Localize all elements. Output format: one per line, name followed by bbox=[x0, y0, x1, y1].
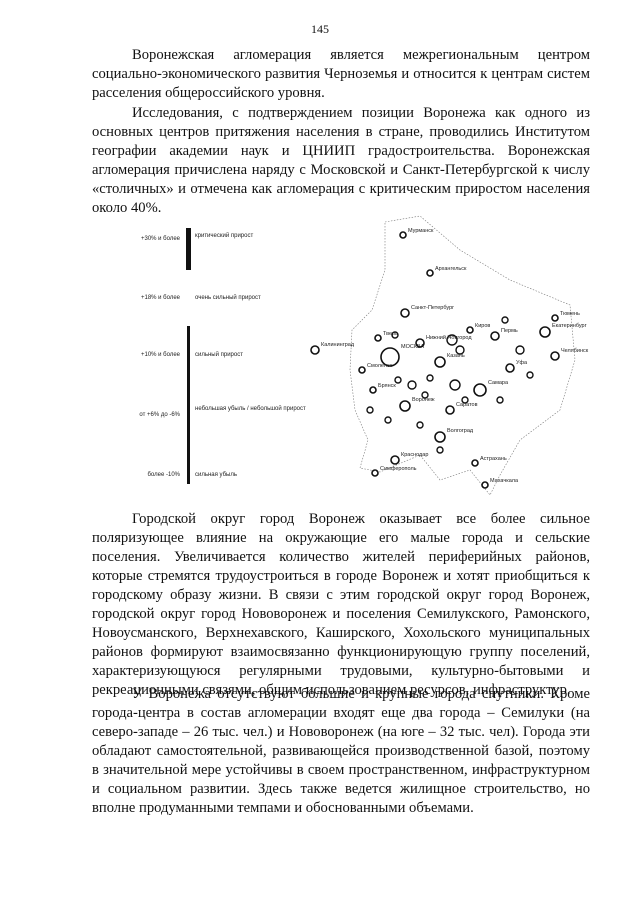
city-circle bbox=[371, 469, 379, 477]
city-label: Архангельск bbox=[435, 266, 467, 272]
city-circle bbox=[455, 345, 465, 355]
city-label: Махачкала bbox=[490, 478, 519, 484]
city-label: Симферополь bbox=[380, 466, 417, 472]
city-circle bbox=[434, 431, 446, 443]
city-circle bbox=[415, 338, 425, 348]
legend-range: +30% и более bbox=[141, 236, 181, 242]
city-label: Санкт-Петербург bbox=[411, 305, 454, 311]
paragraph: У Воронежа отсутствуют большие и крупные… bbox=[92, 686, 590, 816]
city-label: Челябинск bbox=[561, 348, 589, 354]
city-circle bbox=[526, 371, 534, 379]
city-circle bbox=[407, 380, 417, 390]
legend-label: сильная убыль bbox=[195, 472, 237, 478]
legend-label: небольшая убыль / небольшой прирост bbox=[195, 405, 306, 412]
legend-range: от +6% до -6% bbox=[139, 412, 180, 418]
city-circle bbox=[466, 326, 474, 334]
city-circle bbox=[399, 400, 411, 412]
city-circle bbox=[416, 421, 424, 429]
city-label: Саратов bbox=[456, 402, 478, 408]
map: Мурманск Архангельск Санкт-Петербург Калини… bbox=[310, 228, 589, 489]
paragraph: Воронежская агломерация является межреги… bbox=[92, 47, 590, 101]
city-label: Тюмень bbox=[560, 311, 580, 317]
city-label: Брянск bbox=[378, 383, 396, 389]
city-circle bbox=[496, 396, 504, 404]
city-circle bbox=[550, 351, 560, 361]
legend-range: более -10% bbox=[148, 472, 181, 478]
city-circle bbox=[473, 383, 487, 397]
city-circle bbox=[366, 406, 374, 414]
city-label: Казань bbox=[447, 353, 465, 359]
paragraph: Исследования, с подтверждением позиции В… bbox=[92, 105, 590, 216]
city-circle bbox=[421, 391, 429, 399]
city-label: Тверь bbox=[383, 331, 398, 337]
city-label: Самара bbox=[488, 380, 509, 386]
city-label: Волгоград bbox=[447, 428, 474, 434]
city-label: Воронеж bbox=[412, 397, 435, 403]
city-circle bbox=[400, 308, 410, 318]
city-circle bbox=[449, 379, 461, 391]
paragraph: Городской округ город Воронеж оказывает … bbox=[92, 511, 590, 698]
legend-range: +18% и более bbox=[141, 295, 181, 301]
city-label: Нижний Новгород bbox=[426, 334, 472, 341]
city-circle bbox=[426, 269, 434, 277]
city-label: Киров bbox=[475, 323, 490, 329]
city-circle bbox=[505, 363, 515, 373]
legend-label: критический прирост bbox=[195, 232, 253, 239]
city-circle bbox=[551, 314, 559, 322]
legend: +30% и более критический прирост +18% и … bbox=[139, 228, 306, 484]
city-circle bbox=[501, 316, 509, 324]
city-label: Уфа bbox=[516, 360, 528, 366]
city-circle bbox=[461, 396, 469, 404]
city-label: Астрахань bbox=[480, 456, 507, 462]
city-circle bbox=[358, 366, 366, 374]
city-circle bbox=[426, 374, 434, 382]
city-circle bbox=[390, 455, 400, 465]
city-circle bbox=[445, 405, 455, 415]
legend-label: очень сильный прирост bbox=[195, 294, 261, 301]
city-label: Екатеринбург bbox=[552, 323, 587, 329]
city-circle bbox=[399, 231, 407, 239]
legend-label: сильный прирост bbox=[195, 351, 243, 358]
city-circle bbox=[391, 331, 399, 339]
page-number: 145 bbox=[311, 22, 329, 36]
city-label: Калининград bbox=[321, 342, 355, 348]
city-circle bbox=[471, 459, 479, 467]
city-label: Мурманск bbox=[408, 228, 434, 234]
city-circle bbox=[490, 331, 500, 341]
legend-range: +10% и более bbox=[141, 352, 181, 358]
city-circle bbox=[394, 376, 402, 384]
city-label: Пермь bbox=[501, 328, 518, 334]
city-label: Краснодар bbox=[401, 452, 428, 458]
city-label: МОСКВА bbox=[401, 344, 425, 350]
city-circle bbox=[369, 386, 377, 394]
city-circle bbox=[434, 356, 446, 368]
city-circle bbox=[515, 345, 525, 355]
city-circle bbox=[384, 416, 392, 424]
figure: +30% и более критический прирост +18% и … bbox=[139, 215, 589, 496]
city-circle bbox=[446, 334, 458, 346]
city-circle bbox=[436, 446, 444, 454]
city-circle bbox=[539, 326, 551, 338]
city-circle bbox=[481, 481, 489, 489]
city-circle bbox=[374, 334, 382, 342]
city-circle bbox=[310, 345, 320, 355]
city-circle bbox=[380, 347, 400, 367]
city-label: Смоленск bbox=[367, 363, 393, 369]
